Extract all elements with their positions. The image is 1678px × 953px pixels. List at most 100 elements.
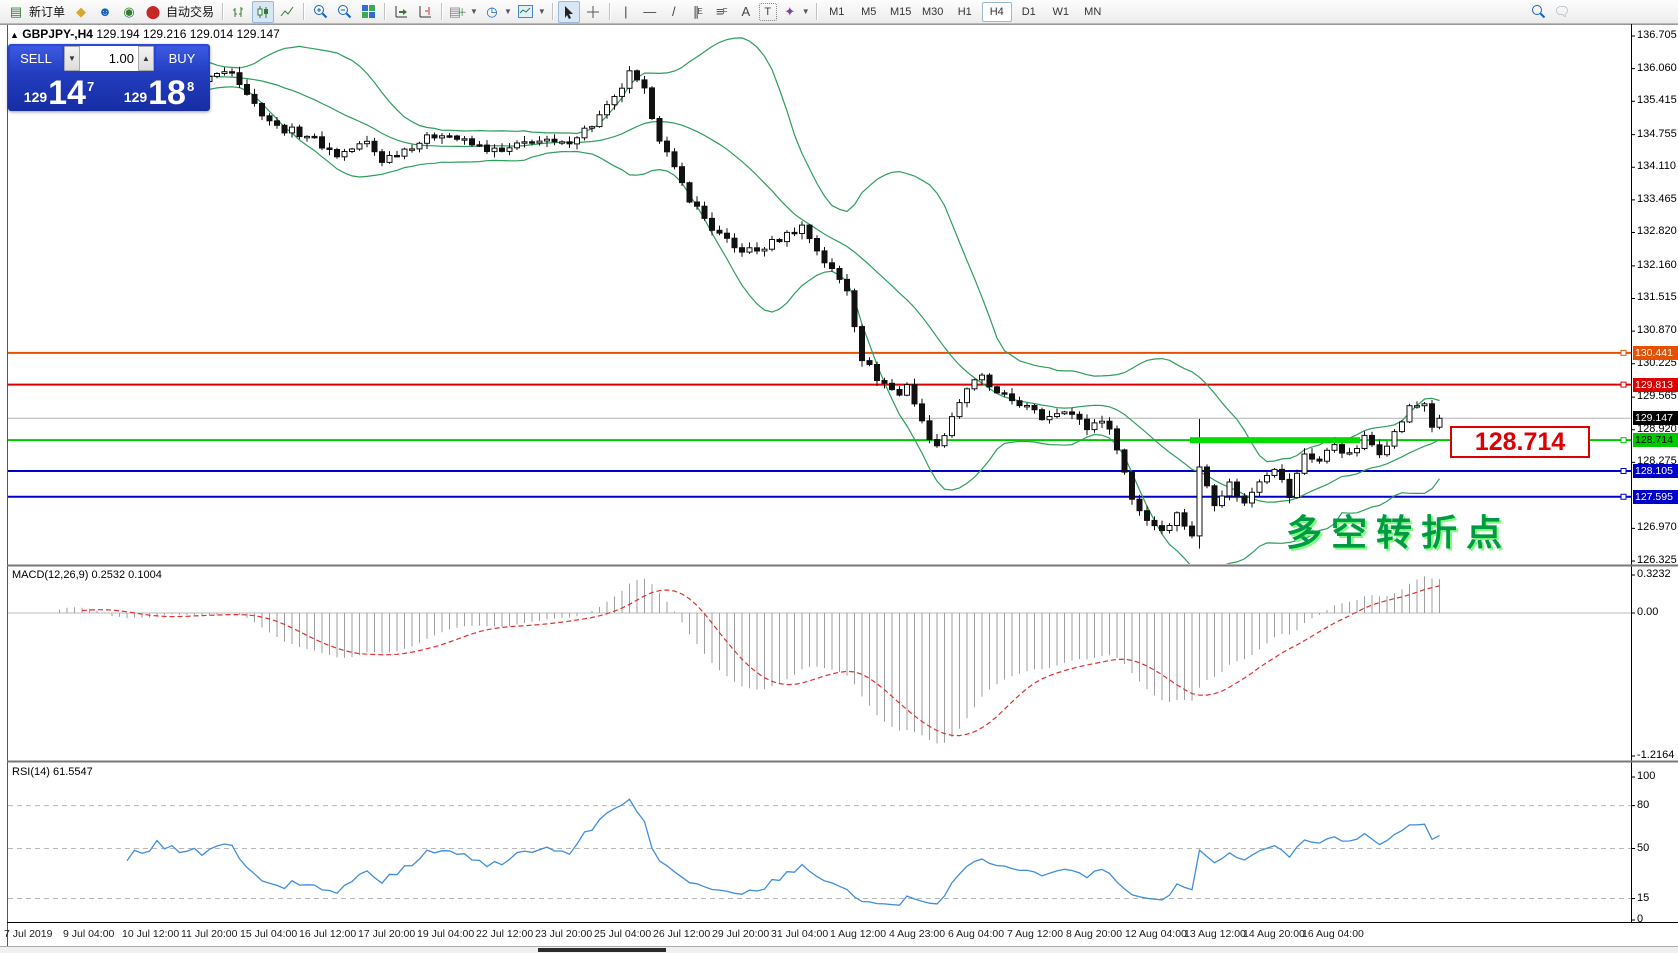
arrows-dropdown[interactable]: ▼ <box>801 7 810 16</box>
time-axis-label: 23 Jul 20:00 <box>535 928 593 940</box>
volume-increase-button[interactable]: ▲ <box>138 46 154 71</box>
time-axis-label: 22 Jul 12:00 <box>476 928 534 940</box>
price-tick: 128.920 <box>1637 422 1677 435</box>
time-axis-label: 11 Jul 20:00 <box>181 928 238 940</box>
templates-dropdown[interactable]: ▼ <box>537 7 546 16</box>
time-axis-label: 13 Aug 12:00 <box>1184 928 1246 940</box>
add-indicator-dropdown[interactable]: ▼ <box>470 7 478 16</box>
timeframe-m5[interactable]: M5 <box>861 5 877 18</box>
profile-icon[interactable]: ☻ <box>98 4 112 19</box>
arrows-icon[interactable]: ✦ <box>784 3 796 19</box>
text-icon[interactable]: A <box>741 4 751 19</box>
timeframe-h4[interactable]: H4 <box>981 1 1012 22</box>
auto-scroll-icon[interactable] <box>390 1 412 23</box>
price-tick: 129.565 <box>1637 390 1677 403</box>
time-axis-label: 1 Aug 12:00 <box>830 928 887 940</box>
new-order-icon[interactable]: ▤ <box>9 3 23 19</box>
collapse-icon[interactable]: ▲ <box>10 30 19 40</box>
horizontal-line-icon[interactable]: — <box>643 4 657 19</box>
time-axis-label: 7 Jul 2019 <box>4 928 53 940</box>
rsi-axis-tick: 15 <box>1637 891 1650 904</box>
time-axis-label: 10 Jul 12:00 <box>122 928 180 940</box>
separator <box>608 3 610 20</box>
auto-trading-icon[interactable]: ⬤ <box>145 3 161 19</box>
trendline-icon[interactable]: / <box>671 4 676 19</box>
time-axis-label: 19 Jul 04:00 <box>417 928 475 940</box>
price-tick: 134.110 <box>1637 160 1676 173</box>
time-axis-label: 31 Jul 04:00 <box>771 928 829 940</box>
price-line-badge: 128.105 <box>1633 463 1678 478</box>
rsi-axis-tick: 0 <box>1637 913 1644 925</box>
text-label-icon[interactable]: T <box>758 2 777 21</box>
sell-price[interactable]: 129 14 7 <box>23 74 95 112</box>
timeframe-mn[interactable]: MN <box>1084 5 1102 18</box>
price-callout[interactable]: 128.714 <box>1450 426 1590 458</box>
timeframe-w1[interactable]: W1 <box>1052 5 1069 18</box>
separator <box>303 3 305 20</box>
time-axis-label: 14 Aug 20:00 <box>1243 928 1305 940</box>
cursor-icon[interactable] <box>557 0 580 23</box>
chart-ohlc: 129.194 129.216 129.014 129.147 <box>96 27 280 41</box>
timeframe-m1[interactable]: M1 <box>829 5 845 18</box>
current-price-badge: 129.147 <box>1633 411 1678 426</box>
macd-label: MACD(12,26,9) 0.2532 0.1004 <box>12 569 162 581</box>
price-tick: 132.160 <box>1637 258 1677 271</box>
zoom-out-icon[interactable] <box>333 1 355 23</box>
line-chart-icon[interactable] <box>276 1 298 23</box>
add-indicator-icon[interactable]: ▤ ＋ <box>448 3 468 20</box>
rsi-label: RSI(14) 61.5547 <box>12 766 93 778</box>
price-tick: 130.870 <box>1637 324 1677 337</box>
volume-input[interactable] <box>80 46 138 71</box>
time-axis-label: 4 Aug 23:00 <box>889 928 946 940</box>
price-tick: 132.820 <box>1637 225 1677 238</box>
signal-icon[interactable]: ◉ <box>123 3 135 19</box>
volume-decrease-button[interactable]: ▼ <box>64 46 80 71</box>
search-icon[interactable] <box>1527 1 1549 23</box>
crosshair-icon[interactable] <box>582 1 604 23</box>
vertical-line-icon[interactable]: | <box>624 4 628 19</box>
price-tick: 131.515 <box>1637 291 1677 304</box>
price-tick: 135.415 <box>1637 94 1677 107</box>
chat-icon[interactable]: 🗨 <box>1553 3 1571 19</box>
bottom-scroll-handle[interactable] <box>538 948 666 952</box>
time-axis-label: 12 Aug 04:00 <box>1125 928 1187 940</box>
buy-button[interactable]: BUY <box>156 46 208 71</box>
timeframe-buttons: M1 M5 M15 M30 H1 H4 D1 W1 MN <box>821 1 1109 22</box>
time-axis-label: 7 Aug 12:00 <box>1007 928 1064 940</box>
equidistant-channel-icon[interactable]: ∥ E <box>692 3 703 19</box>
chart-shift-icon[interactable] <box>414 1 436 23</box>
time-axis-label: 16 Aug 04:00 <box>1302 928 1364 940</box>
timeframe-m30[interactable]: M30 <box>922 5 944 18</box>
rsi-axis-tick: 100 <box>1637 770 1656 782</box>
macd-axis-tick: -1.2164 <box>1637 749 1675 761</box>
bar-chart-icon[interactable] <box>228 1 250 23</box>
periods-icon[interactable]: ◷ <box>486 3 498 19</box>
fibonacci-icon[interactable]: ≡ F <box>716 4 728 19</box>
sell-button[interactable]: SELL <box>10 46 62 71</box>
turning-point-annotation[interactable]: 多空转折点 <box>1286 512 1512 553</box>
new-order-label[interactable]: 新订单 <box>29 5 66 19</box>
auto-trading-label[interactable]: 自动交易 <box>166 5 215 19</box>
price-line-badge: 129.813 <box>1633 377 1678 392</box>
timeframe-m15[interactable]: M15 <box>890 5 912 18</box>
price-tick: 126.325 <box>1637 553 1677 566</box>
price-tick: 136.705 <box>1637 29 1677 41</box>
rsi-axis-tick: 80 <box>1637 798 1650 811</box>
periods-dropdown[interactable]: ▼ <box>503 7 512 16</box>
zoom-in-icon[interactable] <box>309 1 331 23</box>
templates-icon[interactable] <box>515 1 537 23</box>
time-axis-label: 9 Jul 04:00 <box>63 928 115 940</box>
price-line-badge: 127.595 <box>1633 489 1678 504</box>
eraser-icon[interactable]: ◆ <box>76 3 87 19</box>
time-axis-label: 25 Jul 04:00 <box>594 928 652 940</box>
timeframe-h1[interactable]: H1 <box>957 5 972 18</box>
candlestick-icon[interactable] <box>252 0 275 23</box>
separator <box>815 3 817 20</box>
time-axis-label: 8 Aug 20:00 <box>1066 928 1123 940</box>
buy-price[interactable]: 129 18 8 <box>123 74 195 112</box>
separator <box>441 3 443 20</box>
timeframe-d1[interactable]: D1 <box>1021 5 1036 18</box>
tile-windows-icon[interactable] <box>357 1 379 23</box>
time-axis-label: 26 Jul 12:00 <box>653 928 711 940</box>
